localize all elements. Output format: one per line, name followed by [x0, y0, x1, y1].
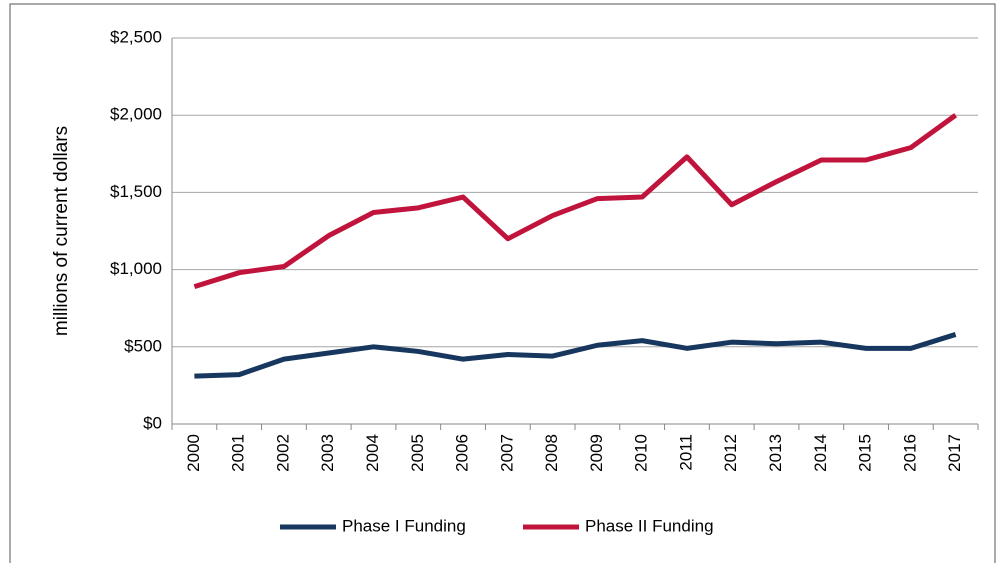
x-tick-label: 2015	[856, 434, 875, 472]
x-tick-label: 2012	[721, 434, 740, 472]
x-tick-label: 2009	[587, 434, 606, 472]
x-tick-label: 2006	[453, 434, 472, 472]
legend-label: Phase I Funding	[342, 516, 466, 535]
y-tick-label: $1,500	[110, 182, 162, 201]
y-tick-label: $2,000	[110, 105, 162, 124]
x-tick-label: 2011	[676, 434, 695, 471]
x-tick-label: 2004	[363, 434, 382, 472]
y-tick-label: $0	[143, 413, 162, 432]
legend-label: Phase II Funding	[585, 516, 714, 535]
x-tick-label: 2003	[318, 434, 337, 472]
x-tick-label: 2014	[811, 434, 830, 472]
x-tick-label: 2005	[408, 434, 427, 472]
line-series	[194, 332, 957, 379]
x-tick-label: 2001	[229, 434, 248, 472]
x-tick-label: 2016	[900, 434, 919, 472]
y-tick-label: $1,000	[110, 259, 162, 278]
line-series	[193, 113, 958, 289]
x-tick-label: 2008	[542, 434, 561, 472]
x-tick-label: 2002	[273, 434, 292, 472]
x-tick-label: 2017	[945, 434, 964, 472]
x-tick-label: 2013	[766, 434, 785, 472]
y-tick-label: $500	[124, 336, 162, 355]
y-axis-label: millions of current dollars	[51, 126, 72, 336]
x-tick-label: 2007	[497, 434, 516, 472]
x-tick-label: 2010	[632, 434, 651, 472]
frame	[9, 3, 996, 563]
x-tick-label: 2000	[184, 434, 203, 472]
y-tick-label: $2,500	[110, 27, 162, 46]
